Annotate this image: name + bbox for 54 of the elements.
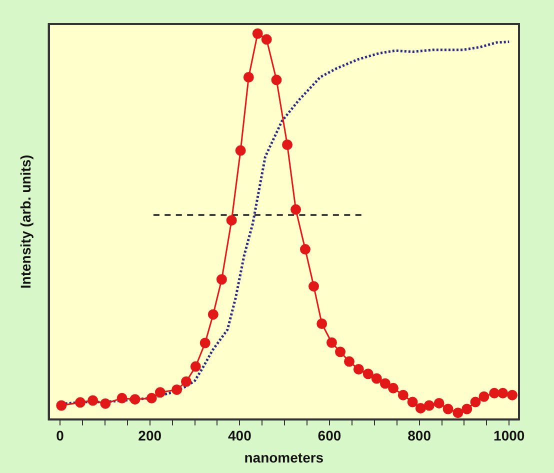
x-tick-label: 0: [56, 428, 64, 444]
point: [344, 356, 354, 367]
point: [470, 396, 481, 408]
point: [308, 281, 320, 292]
point: [388, 382, 399, 394]
point: [398, 390, 408, 400]
point: [88, 395, 98, 406]
point: [498, 388, 508, 398]
point: [335, 346, 346, 358]
point: [216, 274, 227, 285]
point: [300, 244, 310, 255]
point: [362, 368, 374, 380]
point: [353, 364, 364, 374]
point: [56, 400, 67, 411]
x-tick-label: 200: [138, 428, 162, 444]
point: [415, 402, 426, 414]
point: [261, 34, 272, 45]
point: [442, 404, 454, 414]
point: [146, 392, 157, 404]
x-axis-title: nanometers: [244, 449, 324, 466]
point: [371, 373, 382, 384]
point: [434, 398, 444, 408]
point: [424, 400, 434, 411]
y-axis-title: Intensity (arb. units): [17, 154, 34, 289]
x-tick-label: 800: [408, 428, 432, 444]
point: [116, 392, 128, 404]
point: [489, 388, 500, 398]
point: [316, 318, 328, 329]
x-tick-label: 1000: [494, 428, 525, 444]
point: [190, 361, 201, 372]
point: [462, 404, 472, 414]
point: [282, 139, 293, 150]
point: [200, 338, 210, 348]
x-tick-label: 400: [228, 428, 252, 444]
point: [226, 215, 237, 226]
point: [154, 387, 166, 398]
point: [326, 337, 337, 348]
point: [180, 376, 192, 387]
point: [252, 28, 263, 39]
point: [507, 390, 518, 400]
point: [407, 396, 418, 408]
x-tick-label: 600: [318, 428, 342, 444]
point: [235, 145, 246, 156]
point: [478, 391, 490, 402]
point: [172, 384, 182, 395]
point: [100, 398, 111, 409]
point: [208, 309, 218, 320]
point: [380, 378, 390, 389]
point: [271, 74, 282, 86]
point: [243, 72, 254, 82]
point: [130, 394, 140, 405]
point: [290, 204, 302, 215]
point: [452, 408, 464, 418]
point: [74, 397, 86, 408]
